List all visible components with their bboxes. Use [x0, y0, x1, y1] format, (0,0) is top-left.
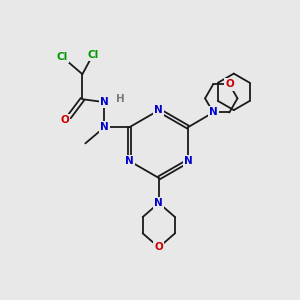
Text: N: N — [125, 156, 134, 166]
Text: N: N — [100, 97, 109, 107]
Text: N: N — [154, 198, 163, 208]
Text: N: N — [100, 122, 109, 132]
Text: N: N — [154, 105, 163, 115]
Text: Cl: Cl — [56, 52, 68, 61]
Text: O: O — [154, 242, 163, 252]
Text: N: N — [209, 107, 218, 118]
Text: O: O — [60, 115, 69, 125]
Text: Cl: Cl — [87, 50, 98, 60]
Text: H: H — [116, 94, 125, 104]
Text: O: O — [225, 79, 234, 89]
Text: N: N — [184, 156, 193, 166]
